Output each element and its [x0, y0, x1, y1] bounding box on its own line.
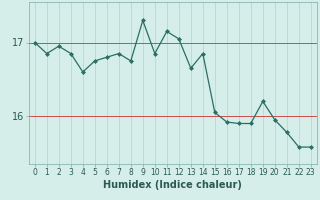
X-axis label: Humidex (Indice chaleur): Humidex (Indice chaleur) [103, 180, 242, 190]
